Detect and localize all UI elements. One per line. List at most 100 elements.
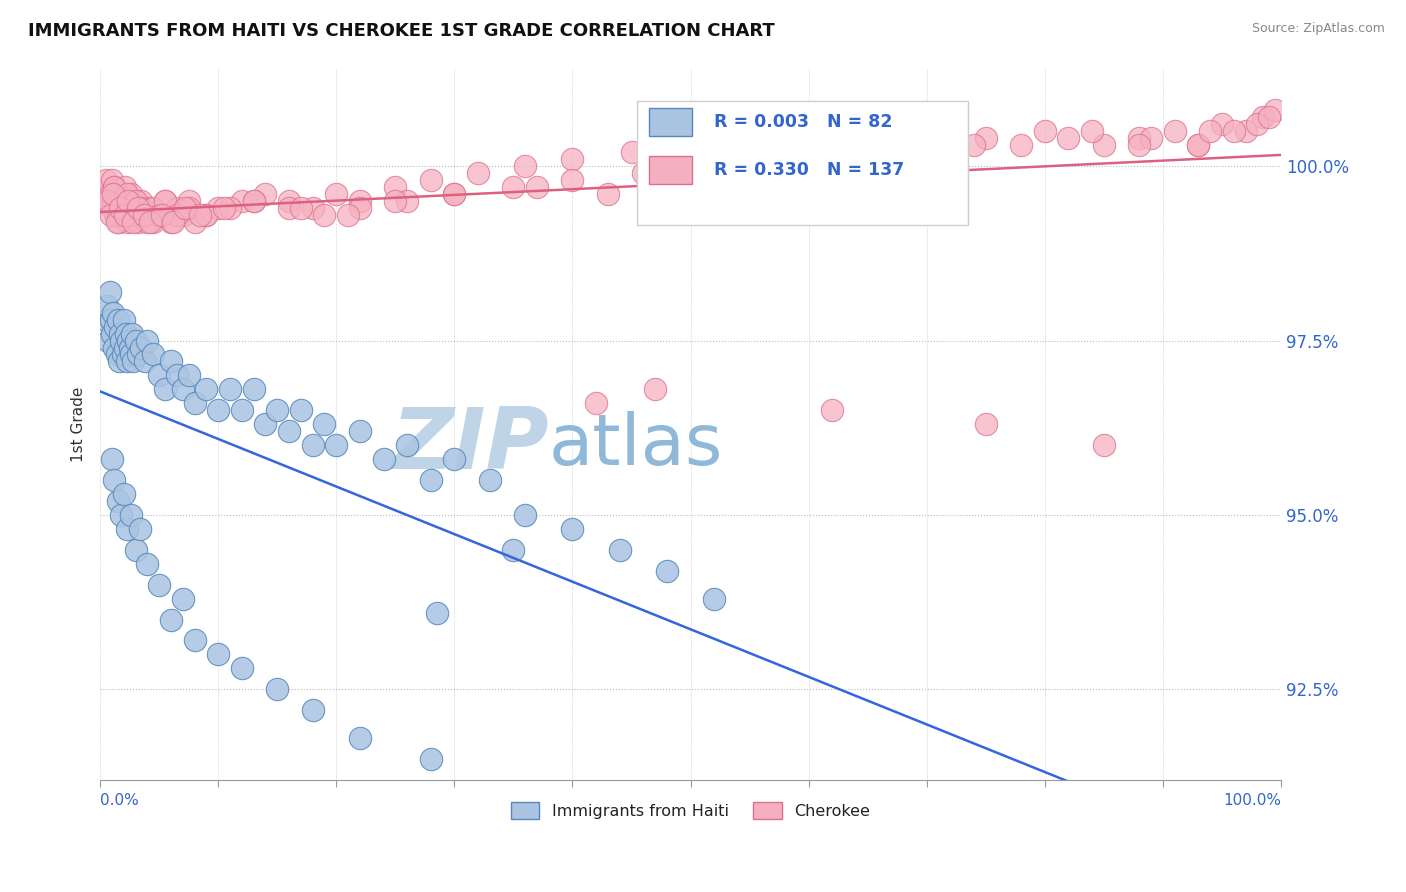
Text: 100.0%: 100.0% [1223, 792, 1281, 807]
Point [131, 341, 153, 355]
Point [107, 187, 129, 202]
Point [1128, 138, 1150, 153]
Point [242, 194, 264, 208]
Point [120, 508, 142, 522]
Point [101, 173, 124, 187]
Point [105, 194, 128, 208]
Point [114, 341, 136, 355]
Point [396, 194, 419, 208]
Point [115, 326, 138, 341]
Point [266, 403, 288, 417]
Point [419, 473, 441, 487]
Point [195, 208, 218, 222]
Point [561, 173, 583, 187]
Point [384, 180, 406, 194]
Point [122, 194, 145, 208]
Point [561, 522, 583, 536]
Point [349, 194, 371, 208]
Point [1033, 124, 1056, 138]
Point [301, 201, 323, 215]
Point [1057, 131, 1080, 145]
Y-axis label: 1st Grade: 1st Grade [72, 386, 86, 462]
Point [124, 542, 146, 557]
Point [314, 417, 336, 432]
Point [101, 201, 124, 215]
Text: R = 0.330   N = 137: R = 0.330 N = 137 [714, 161, 904, 178]
Point [117, 194, 139, 208]
Point [242, 194, 264, 208]
Point [101, 452, 124, 467]
Point [121, 208, 143, 222]
Point [314, 208, 336, 222]
Point [153, 383, 176, 397]
Point [110, 334, 132, 348]
Point [1092, 138, 1115, 153]
Point [1140, 131, 1163, 145]
Point [301, 703, 323, 717]
Point [108, 201, 131, 215]
Point [136, 334, 159, 348]
Point [131, 201, 153, 215]
Point [105, 215, 128, 229]
Point [207, 403, 229, 417]
Point [98, 187, 121, 202]
Point [1264, 103, 1286, 118]
Point [114, 208, 136, 222]
Point [596, 187, 619, 202]
Point [101, 187, 124, 202]
Point [153, 194, 176, 208]
Point [121, 326, 143, 341]
Point [278, 194, 301, 208]
Point [134, 208, 156, 222]
Point [337, 208, 360, 222]
Point [136, 557, 159, 571]
Point [1081, 124, 1104, 138]
Point [443, 187, 465, 202]
Point [103, 341, 125, 355]
Point [110, 194, 132, 208]
Point [254, 187, 277, 202]
Point [1010, 138, 1032, 153]
Point [142, 347, 165, 361]
Point [108, 354, 131, 368]
Point [349, 424, 371, 438]
Point [183, 396, 205, 410]
Point [419, 752, 441, 766]
Point [561, 152, 583, 166]
Point [963, 138, 986, 153]
Point [117, 187, 139, 202]
Point [103, 180, 125, 194]
Point [195, 383, 218, 397]
Point [443, 452, 465, 467]
Point [115, 208, 138, 222]
Point [122, 215, 145, 229]
Point [114, 180, 136, 194]
Point [150, 208, 173, 222]
Point [1234, 124, 1257, 138]
Point [94, 312, 117, 326]
Point [974, 131, 997, 145]
Point [108, 215, 131, 229]
Point [325, 438, 347, 452]
Point [172, 208, 194, 222]
Point [1128, 131, 1150, 145]
Point [869, 145, 891, 160]
Point [166, 208, 188, 222]
Point [773, 159, 796, 173]
Point [162, 215, 184, 229]
Point [773, 145, 796, 160]
Point [112, 312, 135, 326]
Point [231, 194, 253, 208]
Point [177, 201, 200, 215]
Point [974, 417, 997, 432]
Point [124, 201, 146, 215]
Point [118, 341, 141, 355]
Point [96, 299, 118, 313]
Text: IMMIGRANTS FROM HAITI VS CHEROKEE 1ST GRADE CORRELATION CHART: IMMIGRANTS FROM HAITI VS CHEROKEE 1ST GR… [28, 22, 775, 40]
Point [104, 319, 127, 334]
Point [1187, 138, 1209, 153]
Point [100, 208, 122, 222]
Point [207, 201, 229, 215]
Point [738, 145, 761, 160]
Point [821, 403, 844, 417]
